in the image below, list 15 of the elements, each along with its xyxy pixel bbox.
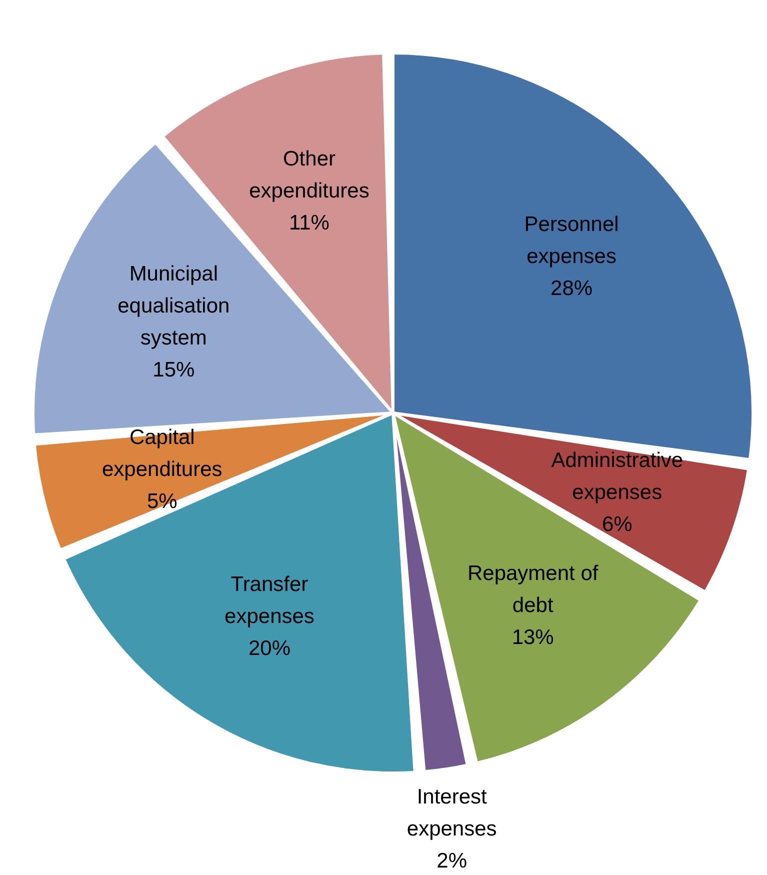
data-label: 5% [146, 490, 178, 513]
data-label: 13% [512, 626, 554, 649]
slice-label: Municipal equalisation system [118, 262, 230, 350]
data-label: 15% [152, 358, 195, 382]
data-label: 11% [289, 211, 330, 234]
data-label: 6% [602, 512, 632, 536]
slice-label: Interest expenses [406, 785, 497, 840]
slice-label: Other expenditures [249, 147, 370, 202]
slice-label: Personnel expenses [524, 212, 619, 268]
slice-label: Repayment of debt [467, 562, 598, 617]
slice-label: Administrative expenses [551, 448, 684, 504]
data-label: 20% [248, 636, 291, 660]
slice-label: Transfer expenses [224, 572, 314, 628]
data-label: 2% [436, 849, 468, 872]
data-label: 28% [550, 276, 593, 300]
